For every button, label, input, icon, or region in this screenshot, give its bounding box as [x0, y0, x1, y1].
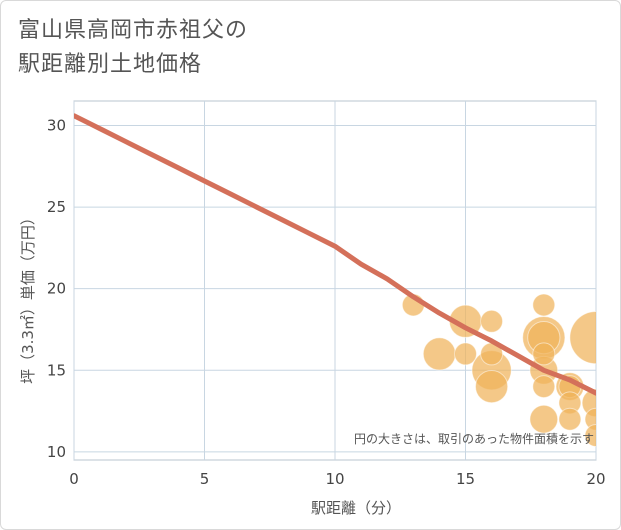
y-axis-label: 坪（3.3㎡）単価（万円） [19, 210, 37, 384]
x-tick-label: 5 [200, 470, 210, 488]
y-tick-label: 10 [47, 443, 66, 461]
data-point [569, 310, 596, 365]
y-tick-label: 20 [47, 280, 66, 298]
x-axis-label: 駅距離（分） [311, 499, 401, 517]
trend-line-group [74, 113, 596, 396]
trend-line [74, 113, 596, 396]
x-tick-label: 10 [325, 470, 344, 488]
data-point [532, 342, 556, 366]
y-tick-label: 30 [47, 116, 66, 134]
data-point [422, 337, 457, 371]
data-point [474, 369, 509, 404]
bubble-size-note: 円の大きさは、取引のあった物件面積を示す [354, 431, 594, 446]
data-point [480, 309, 504, 333]
data-point [529, 404, 559, 434]
y-tick-label: 15 [47, 361, 66, 379]
title-line-2: 駅距離別土地価格 [18, 52, 203, 77]
data-point [558, 407, 582, 431]
data-point [454, 342, 477, 366]
data-point [532, 293, 556, 317]
x-tick-label: 15 [456, 470, 475, 488]
x-tick-label: 0 [69, 470, 79, 488]
axes: 0 5 10 15 20 10 15 20 25 30 [47, 116, 606, 488]
y-tick-label: 25 [47, 198, 66, 216]
title-line-1: 富山県高岡市赤祖父の [18, 18, 249, 43]
data-point [584, 424, 596, 448]
chart-title: 富山県高岡市赤祖父の 駅距離別土地価格 [18, 14, 248, 82]
x-tick-label: 20 [586, 470, 605, 488]
data-point [532, 375, 556, 399]
